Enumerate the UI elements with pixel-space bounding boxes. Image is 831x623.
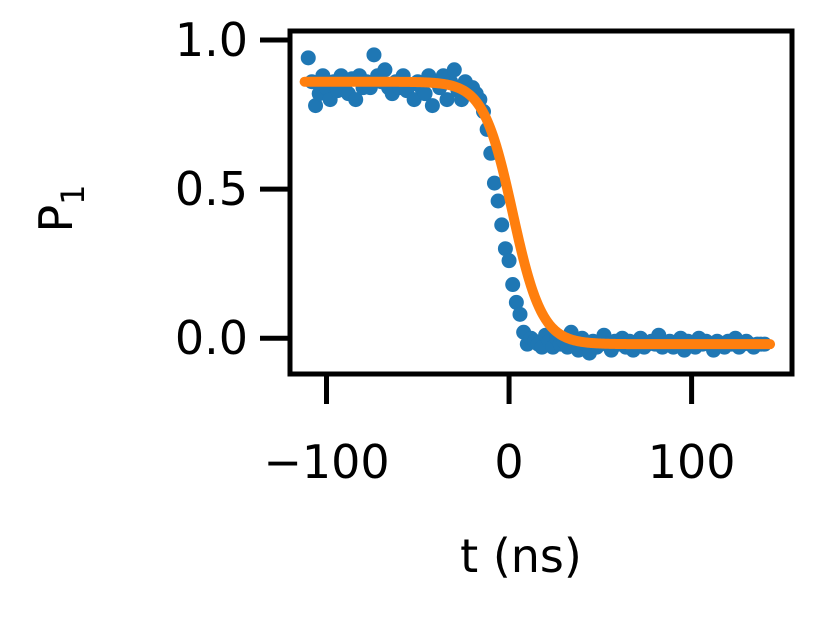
- data-point: [300, 50, 316, 66]
- data-point: [377, 62, 393, 78]
- data-point: [490, 193, 506, 209]
- data-point: [497, 241, 513, 257]
- y-axis-ticks: 0.0 0.5 1.0: [175, 13, 290, 365]
- data-point: [446, 62, 462, 78]
- data-point: [424, 98, 440, 114]
- fit-curve: [299, 76, 776, 350]
- data-point: [308, 98, 324, 114]
- y-axis-label-main: P: [29, 205, 83, 233]
- y-axis-label: P1: [29, 184, 92, 232]
- data-point: [512, 306, 528, 322]
- data-point: [501, 253, 517, 269]
- y-tick-label: 1.0: [175, 13, 248, 67]
- data-point: [406, 92, 422, 108]
- data-point: [366, 47, 382, 63]
- y-tick-label: 0.0: [175, 311, 248, 365]
- data-point: [439, 92, 455, 108]
- x-tick-label: 0: [494, 435, 523, 489]
- x-axis-label: t (ns): [460, 529, 582, 583]
- y-tick-label: 0.5: [175, 162, 248, 216]
- data-point: [508, 294, 524, 310]
- plot-frame: [287, 28, 795, 377]
- data-point: [348, 92, 364, 108]
- data-point: [486, 175, 502, 191]
- y-axis-label-subscript: 1: [54, 184, 92, 204]
- x-axis-ticks: −100 0 100: [263, 374, 736, 489]
- data-point: [494, 217, 510, 233]
- x-tick-label: 100: [648, 435, 736, 489]
- x-tick-label: −100: [263, 435, 389, 489]
- data-point: [505, 277, 521, 293]
- data-points-layer: [300, 47, 773, 361]
- data-point: [417, 86, 433, 102]
